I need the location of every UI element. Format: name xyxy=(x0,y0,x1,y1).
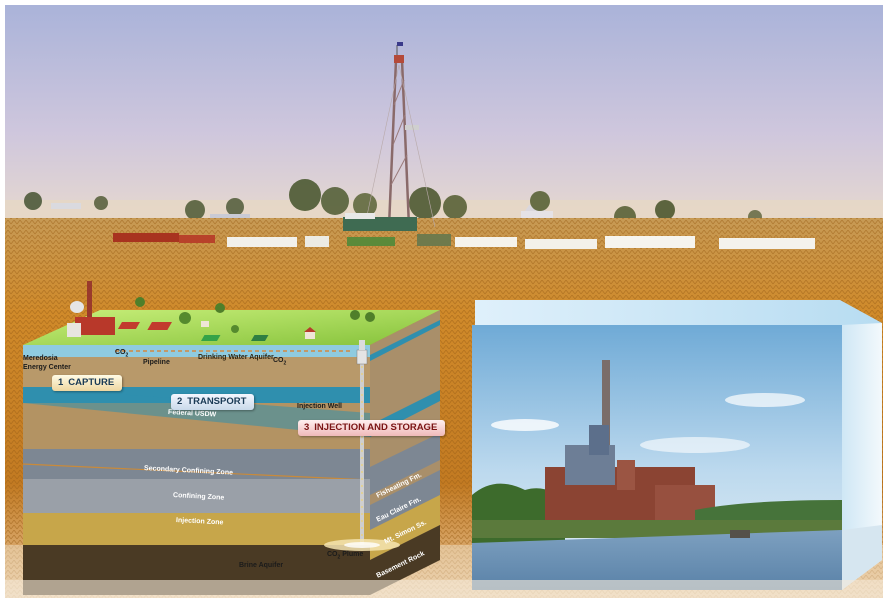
co2-label-plant: CO2 xyxy=(115,349,129,359)
background-scene xyxy=(5,5,883,598)
step-transport-callout: 2 TRANSPORT xyxy=(171,394,255,410)
drinking-water-aquifer-label: Drinking Water Aquifer xyxy=(198,354,274,361)
geologic-cross-section xyxy=(22,281,440,595)
step-transport-number: 2 xyxy=(177,396,183,407)
site-trailers xyxy=(113,233,815,249)
co2-plume-label: CO2 Plume xyxy=(327,551,364,561)
energy-center-label-line2: Energy Center xyxy=(23,364,71,371)
step-capture-number: 1 xyxy=(58,377,64,388)
step-transport-label: TRANSPORT xyxy=(187,396,247,407)
drilling-rig xyxy=(343,42,436,231)
composite-illustration: Meredosia Energy Center Pipeline CO2 CO2… xyxy=(5,5,883,598)
energy-center-label-line1: Meredosia xyxy=(23,355,58,362)
step-capture-callout: 1 CAPTURE xyxy=(52,375,123,391)
step-injection-callout: 3 INJECTION AND STORAGE xyxy=(298,420,446,436)
brine-aquifer-label: Brine Aquifer xyxy=(239,562,284,569)
step-injection-number: 3 xyxy=(304,422,310,433)
step-capture-label: CAPTURE xyxy=(68,377,115,388)
step-injection-label: INJECTION AND STORAGE xyxy=(314,422,438,433)
co2-label-pipeline: CO2 xyxy=(273,357,287,367)
injection-well-label: Injection Well xyxy=(297,403,342,410)
power-plant-photo-box xyxy=(472,300,882,590)
pipeline-label: Pipeline xyxy=(143,359,170,366)
